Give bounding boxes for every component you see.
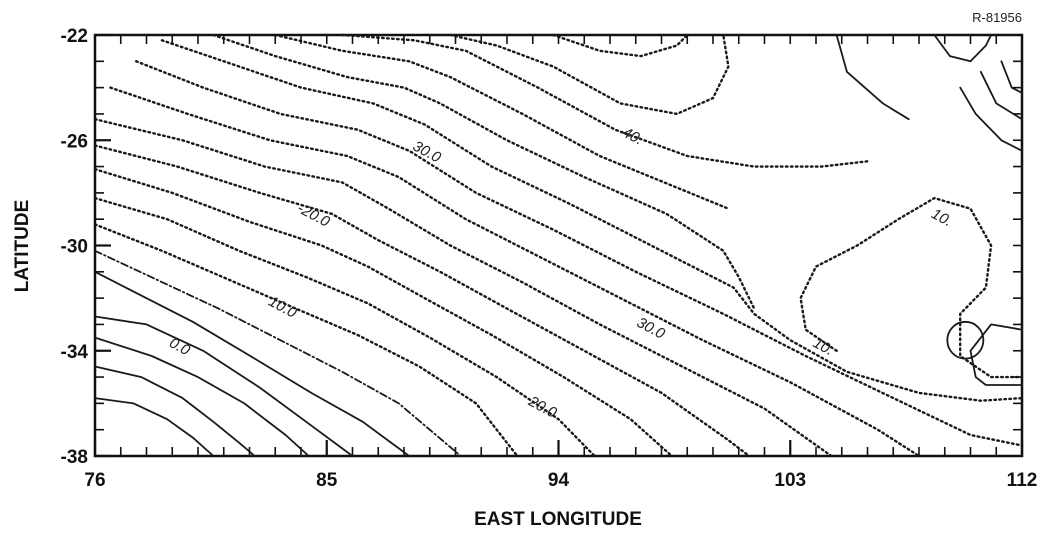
y-tick-label: -30 bbox=[61, 237, 88, 258]
contour-line-solid bbox=[979, 70, 1023, 121]
contour-line-solid bbox=[94, 336, 310, 457]
contour-line-solid bbox=[835, 34, 910, 121]
contour-line-dashdot bbox=[94, 249, 462, 457]
y-tick-label: -38 bbox=[61, 447, 88, 468]
contour-line-dotted bbox=[93, 168, 673, 458]
x-axis-label: EAST LONGITUDE bbox=[474, 509, 642, 530]
contour-line-dotted bbox=[93, 118, 833, 458]
plot-area: 30.040.-20.0 10.10.030.00.0 10.20.0 bbox=[93, 33, 1024, 458]
contour-line-solid bbox=[1000, 60, 1023, 94]
contour-label: -20.0 bbox=[294, 200, 333, 231]
x-axis: 76 85 94 103 112 bbox=[84, 440, 1037, 491]
x-tick-label: 94 bbox=[548, 470, 570, 491]
contour-line-dotted bbox=[274, 33, 730, 210]
y-tick-label: -26 bbox=[61, 131, 88, 152]
contour-line-dotted bbox=[160, 39, 1024, 402]
contour-line-dotted bbox=[449, 33, 730, 116]
y-axis-label: LATITUDE bbox=[12, 200, 33, 293]
x-tick-label: 103 bbox=[774, 470, 806, 491]
contour-line-dotted bbox=[799, 196, 1024, 379]
contour-line-dotted bbox=[552, 33, 689, 58]
x-tick-label: 112 bbox=[1007, 470, 1038, 491]
contour-line-solid bbox=[94, 365, 256, 457]
contour-line-dotted bbox=[93, 144, 751, 458]
contour-line-solid bbox=[94, 270, 411, 457]
y-axis: -22 -26 -30 -34 -38 bbox=[61, 26, 111, 468]
contour-layer bbox=[93, 33, 1024, 458]
contour-line-solid bbox=[969, 323, 1023, 386]
reference-id: R-81956 bbox=[972, 10, 1022, 25]
closed-contour bbox=[946, 320, 985, 360]
contour-line-solid bbox=[94, 315, 354, 457]
y-tick-label: -22 bbox=[61, 26, 88, 47]
contour-line-solid bbox=[933, 34, 992, 63]
contour-line-solid bbox=[959, 86, 1023, 152]
y-tick-label: -34 bbox=[61, 342, 89, 363]
contour-line-dotted bbox=[212, 33, 756, 310]
contour-line-solid bbox=[94, 397, 215, 457]
x-tick-label: 85 bbox=[316, 470, 338, 491]
x-tick-label: 76 bbox=[84, 470, 105, 491]
contour-label: 30.0 bbox=[634, 314, 668, 343]
contour-line-dotted bbox=[93, 223, 519, 458]
contour-label: 10.0 bbox=[266, 293, 300, 322]
contour-label: 40. bbox=[620, 124, 646, 149]
contour-line-dotted bbox=[341, 33, 869, 168]
contour-label: 10. bbox=[810, 334, 836, 359]
contour-line-dotted bbox=[93, 196, 596, 458]
contour-label: 0.0 bbox=[166, 334, 193, 359]
contour-line-dotted bbox=[109, 86, 921, 458]
contour-line-dotted bbox=[135, 60, 1024, 447]
contour-label: 10. bbox=[929, 205, 955, 230]
